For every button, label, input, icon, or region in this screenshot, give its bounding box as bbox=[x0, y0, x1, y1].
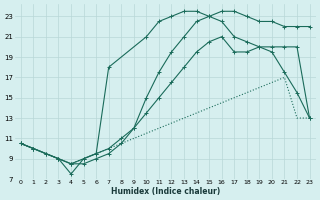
X-axis label: Humidex (Indice chaleur): Humidex (Indice chaleur) bbox=[111, 187, 220, 196]
